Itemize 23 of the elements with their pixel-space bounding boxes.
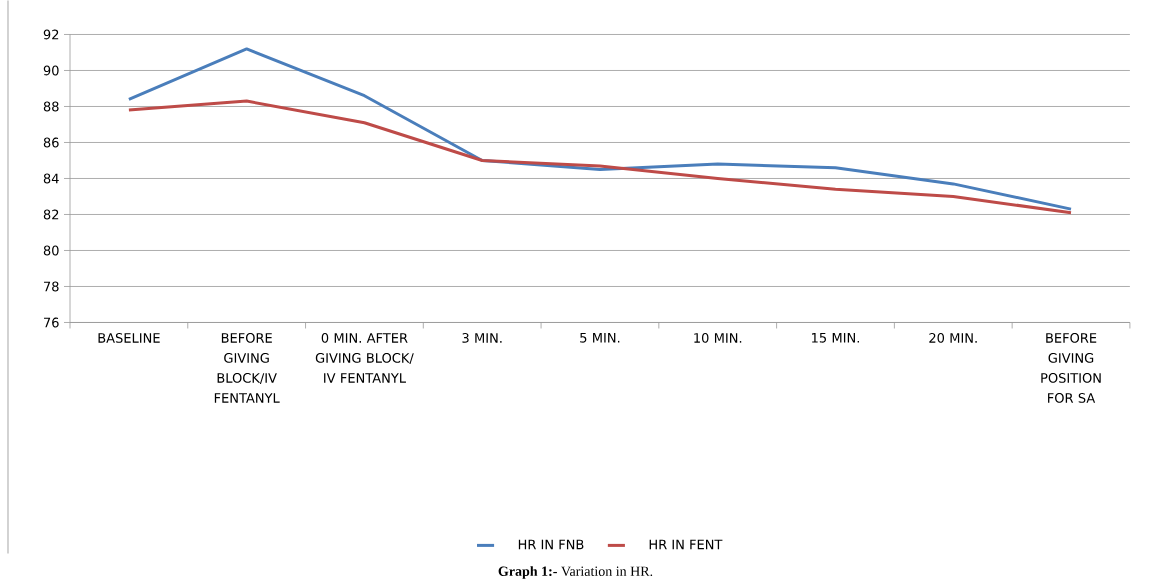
x-tick-label: 3 MIN. (462, 332, 502, 343)
x-tick-label: BASELINE (98, 332, 160, 343)
y-tick-label: 80 (43, 245, 59, 256)
y-tick-label: 86 (43, 137, 59, 148)
text: Graph 1:- Variation in HR. (498, 565, 653, 579)
legend-label: HR IN FENT (649, 539, 723, 549)
y-tick-label: 76 (44, 317, 59, 328)
x-tick-label: BEFORE GIVING POSITION FOR SA (1041, 332, 1101, 403)
y-tick-label: 82 (43, 209, 59, 220)
x-tick-label: 15 MIN. (812, 332, 859, 343)
x-tick-label: 0 MIN. AFTER GIVING BLOCK/ IV FENTANYL (315, 332, 414, 383)
y-tick-label: 88 (43, 101, 59, 112)
y-tick-label: 92 (43, 29, 59, 40)
line-series (127, 47, 1073, 211)
x-tick-label: 5 MIN. (580, 332, 620, 343)
y-tick-label: 90 (43, 65, 59, 76)
line-series (127, 99, 1073, 214)
y-tick-label: 78 (44, 281, 59, 292)
y-tick-label: 84 (43, 173, 59, 184)
x-tick-label: 20 MIN. (929, 332, 977, 343)
legend-label: HR IN FNB (518, 539, 584, 549)
x-tick-label: 10 MIN. (694, 332, 742, 343)
x-tick-label: BEFORE GIVING BLOCK/IV FENTANYL (214, 332, 280, 403)
